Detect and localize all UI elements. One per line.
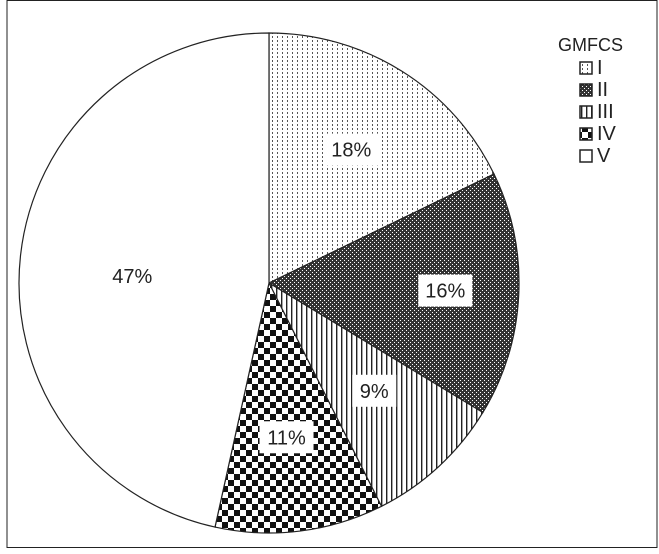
legend-swatch: [579, 105, 593, 119]
slice-label-background: [259, 421, 314, 454]
slice-value-label: 11%: [267, 427, 306, 449]
pie-slice-ii: [267, 173, 520, 414]
legend-swatch: [579, 83, 593, 97]
slice-label-background: [352, 374, 397, 407]
legend-label: IV: [597, 123, 617, 145]
slice-value-label: 47%: [112, 266, 152, 288]
legend-label: III: [597, 101, 614, 123]
legend-swatch: [579, 127, 593, 141]
legend-title: GMFCS: [558, 35, 623, 55]
pie-slice-iv: [214, 281, 383, 534]
slice-value-label: 16%: [425, 281, 465, 303]
slice-value-label: 18%: [331, 140, 371, 162]
legend-swatch: [579, 149, 593, 163]
slice-label-background: [324, 133, 379, 166]
pie-slice-v: [18, 32, 270, 528]
slice-value-label: 9%: [360, 381, 389, 403]
pie-slice-i: [268, 32, 495, 284]
legend-label: II: [597, 79, 608, 101]
pie-value-labels: 18% 16% 9% 11% 47%: [112, 133, 473, 454]
legend-swatch: [579, 61, 593, 75]
legend-label: V: [597, 145, 611, 167]
slice-label-background: [418, 274, 473, 307]
legend-label: I: [597, 57, 603, 79]
